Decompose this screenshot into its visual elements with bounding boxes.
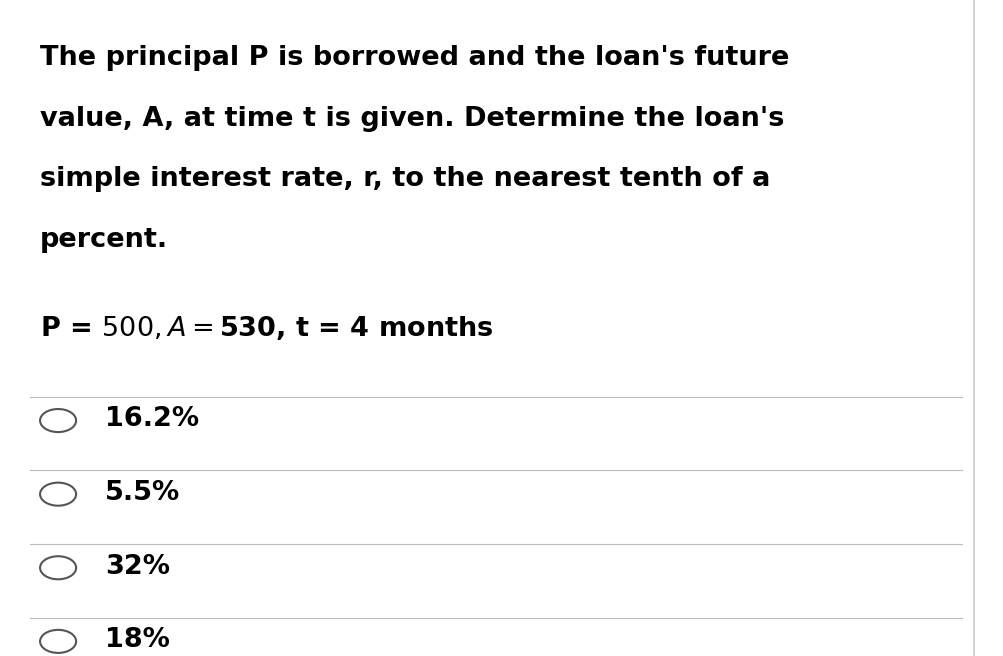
Text: P = $500, A = $530, t = 4 months: P = $500, A = $530, t = 4 months [40, 314, 493, 342]
Text: 32%: 32% [105, 554, 170, 580]
Text: simple interest rate, r, to the nearest tenth of a: simple interest rate, r, to the nearest … [40, 167, 769, 192]
Text: percent.: percent. [40, 227, 169, 253]
Text: 18%: 18% [105, 627, 170, 653]
Text: The principal P is borrowed and the loan's future: The principal P is borrowed and the loan… [40, 45, 788, 71]
Text: 5.5%: 5.5% [105, 480, 181, 506]
Text: 16.2%: 16.2% [105, 407, 199, 432]
Text: value, A, at time t is given. Determine the loan's: value, A, at time t is given. Determine … [40, 106, 783, 132]
